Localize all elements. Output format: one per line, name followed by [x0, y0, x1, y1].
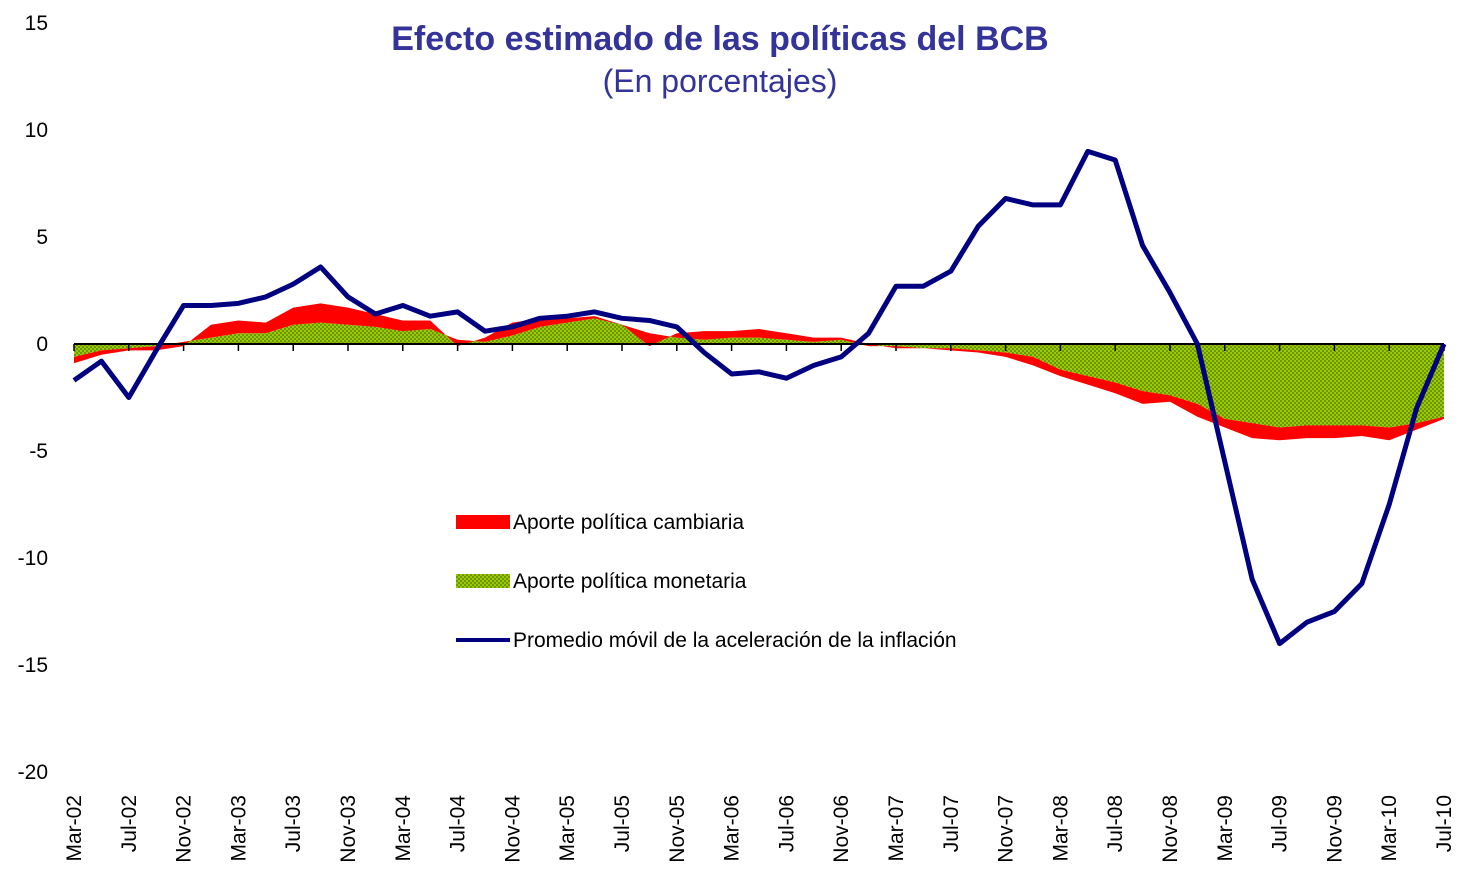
x-tick-label: Nov-07 — [995, 795, 1018, 863]
x-tick-label: Mar-08 — [1049, 795, 1072, 862]
x-tick-label: Jul-02 — [118, 795, 141, 852]
x-tick-label: Mar-05 — [556, 795, 579, 862]
legend-label: Aporte política cambiaria — [513, 511, 744, 534]
area-cambiaria — [74, 303, 1444, 441]
x-tick-label: Nov-02 — [173, 795, 196, 863]
y-tick-label: 15 — [25, 12, 48, 35]
chart-title: Efecto estimado de las políticas del BCB — [391, 20, 1049, 58]
x-tick-label: Nov-04 — [501, 795, 524, 863]
y-tick-label: -5 — [29, 440, 48, 463]
x-tick-label: Mar-10 — [1378, 795, 1401, 862]
x-tick-label: Nov-09 — [1323, 795, 1346, 863]
x-tick-label: Jul-06 — [775, 795, 798, 852]
area-monetaria — [74, 318, 1444, 428]
y-tick-label: 5 — [36, 226, 48, 249]
y-tick-label: 10 — [25, 119, 48, 142]
y-tick-label: -20 — [18, 761, 48, 784]
legend-swatch — [456, 574, 510, 588]
y-tick-label: -15 — [18, 654, 48, 677]
x-tick-label: Jul-05 — [611, 795, 634, 852]
legend-label: Aporte política monetaria — [513, 570, 747, 593]
x-tick-label: Jul-04 — [447, 795, 470, 853]
x-tick-label: Mar-03 — [227, 795, 250, 862]
x-tick-label: Jul-08 — [1104, 795, 1127, 852]
legend-swatch — [456, 515, 510, 529]
x-tick-label: Nov-06 — [830, 795, 853, 863]
x-tick-label: Jul-09 — [1269, 795, 1292, 852]
line — [72, 148, 1447, 647]
x-tick-label: Mar-09 — [1214, 795, 1237, 862]
y-tick-label: 0 — [36, 333, 48, 356]
x-tick-label: Mar-04 — [392, 795, 415, 862]
x-tick-label: Nov-03 — [337, 795, 360, 863]
y-tick-label: -10 — [18, 547, 48, 570]
x-tick-label: Nov-05 — [666, 795, 689, 863]
legend-label: Promedio móvil de la aceleración de la i… — [513, 629, 957, 652]
x-tick-label: Nov-08 — [1159, 795, 1182, 863]
x-tick-label: Jul-03 — [282, 795, 305, 852]
x-tick-label: Jul-07 — [940, 795, 963, 852]
x-tick-label: Mar-06 — [721, 795, 744, 862]
chart-subtitle: (En porcentajes) — [603, 63, 838, 99]
x-tick-label: Mar-02 — [63, 795, 86, 862]
x-tick-label: Mar-07 — [885, 795, 908, 862]
x-tick-label: Jul-10 — [1433, 795, 1456, 852]
